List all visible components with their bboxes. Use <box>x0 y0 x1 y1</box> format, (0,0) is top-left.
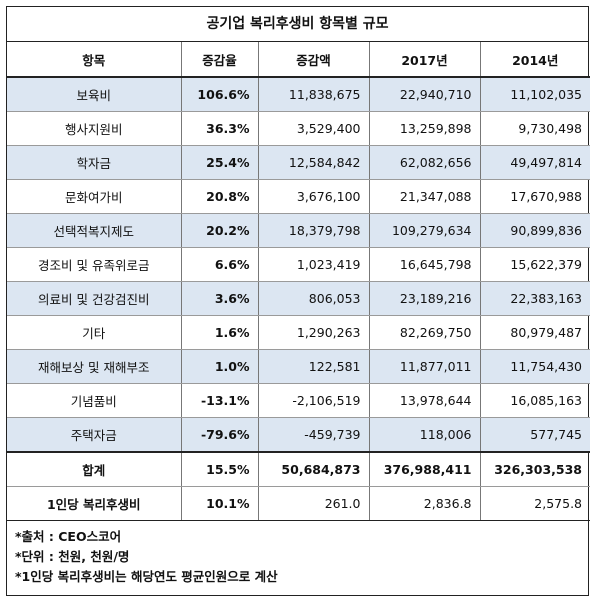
row-2017: 62,082,656 <box>368 145 480 180</box>
row-change: -2,106,519 <box>257 383 369 418</box>
row-rate: 1.0% <box>180 349 258 384</box>
row-change: 11,838,675 <box>257 77 369 112</box>
table-row: 학자금 25.4% 12,584,842 62,082,656 49,497,814 <box>7 145 590 180</box>
row-2014: 577,745 <box>479 417 590 453</box>
table-body: 보육비 106.6% 11,838,675 22,940,710 11,102,035 행… <box>7 77 590 453</box>
row-change: -459,739 <box>257 417 369 453</box>
table-row: 선택적복지제도 20.2% 18,379,798 109,279,634 90,899,… <box>7 213 590 248</box>
table-row: 문화여가비 20.8% 3,676,100 21,347,088 17,670,988 <box>7 179 590 214</box>
row-rate: 6.6% <box>180 247 258 282</box>
row-2014: 22,383,163 <box>479 281 590 316</box>
table-row: 의료비 및 건강검진비 3.6% 806,053 23,189,216 22,383,1… <box>7 281 590 316</box>
row-change: 3,529,400 <box>257 111 369 146</box>
row-item-name: 주택자금 <box>7 417 181 453</box>
total-change: 50,684,873 <box>257 451 369 487</box>
row-item-name: 보육비 <box>7 77 181 112</box>
header-row: 항목 증감율 증감액 2017년 2014년 <box>7 42 590 78</box>
header-rate: 증감율 <box>180 42 258 78</box>
row-2014: 49,497,814 <box>479 145 590 180</box>
row-2017: 23,189,216 <box>368 281 480 316</box>
row-item-name: 학자금 <box>7 145 181 180</box>
total-2017: 376,988,411 <box>368 451 480 487</box>
row-2017: 22,940,710 <box>368 77 480 112</box>
row-2014: 80,979,487 <box>479 315 590 350</box>
header-2017: 2017년 <box>368 42 480 78</box>
header-2014: 2014년 <box>479 42 590 78</box>
per-capita-2017: 2,836.8 <box>368 486 480 521</box>
table-card: 공기업 복리후생비 항목별 규모 항목 증감율 증감액 2017년 2014년 … <box>6 6 590 596</box>
welfare-table: 항목 증감율 증감액 2017년 2014년 보육비 106.6% 11,838,6… <box>7 42 590 521</box>
total-2014: 326,303,538 <box>479 451 590 487</box>
row-2014: 15,622,379 <box>479 247 590 282</box>
total-rate: 15.5% <box>180 451 258 487</box>
row-item-name: 경조비 및 유족위로금 <box>7 247 181 282</box>
row-2017: 109,279,634 <box>368 213 480 248</box>
row-2014: 11,102,035 <box>479 77 590 112</box>
row-item-name: 문화여가비 <box>7 179 181 214</box>
row-change: 1,023,419 <box>257 247 369 282</box>
row-2017: 82,269,750 <box>368 315 480 350</box>
row-2017: 21,347,088 <box>368 179 480 214</box>
row-change: 18,379,798 <box>257 213 369 248</box>
row-rate: 36.3% <box>180 111 258 146</box>
note-per-capita: *1인당 복리후생비는 해당연도 평균인원으로 계산 <box>15 569 278 584</box>
per-capita-rate: 10.1% <box>180 486 258 521</box>
row-change: 12,584,842 <box>257 145 369 180</box>
footnotes: *출처 : CEO스코어 *단위 : 천원, 천원/명 *1인당 복리후생비는 … <box>7 521 588 587</box>
total-label: 합계 <box>7 451 181 487</box>
row-rate: 25.4% <box>180 145 258 180</box>
row-rate: 20.8% <box>180 179 258 214</box>
row-item-name: 기념품비 <box>7 383 181 418</box>
row-item-name: 선택적복지제도 <box>7 213 181 248</box>
row-change: 1,290,263 <box>257 315 369 350</box>
row-item-name: 기타 <box>7 315 181 350</box>
row-rate: -13.1% <box>180 383 258 418</box>
row-item-name: 행사지원비 <box>7 111 181 146</box>
row-2014: 16,085,163 <box>479 383 590 418</box>
row-rate: 20.2% <box>180 213 258 248</box>
table-row: 재해보상 및 재해부조 1.0% 122,581 11,877,011 11,754,4… <box>7 349 590 384</box>
note-unit: *단위 : 천원, 천원/명 <box>15 549 130 564</box>
row-2017: 118,006 <box>368 417 480 453</box>
row-2017: 13,259,898 <box>368 111 480 146</box>
row-2017: 13,978,644 <box>368 383 480 418</box>
row-item-name: 재해보상 및 재해부조 <box>7 349 181 384</box>
row-change: 3,676,100 <box>257 179 369 214</box>
row-2014: 9,730,498 <box>479 111 590 146</box>
row-2017: 11,877,011 <box>368 349 480 384</box>
table-row: 보육비 106.6% 11,838,675 22,940,710 11,102,035 <box>7 77 590 112</box>
row-rate: 1.6% <box>180 315 258 350</box>
per-capita-change: 261.0 <box>257 486 369 521</box>
table-row: 행사지원비 36.3% 3,529,400 13,259,898 9,730,498 <box>7 111 590 146</box>
row-2014: 11,754,430 <box>479 349 590 384</box>
table-title: 공기업 복리후생비 항목별 규모 <box>7 7 588 42</box>
table-row: 주택자금 -79.6% -459,739 118,006 577,745 <box>7 417 590 453</box>
total-row: 합계 15.5% 50,684,873 376,988,411 326,303,… <box>7 451 590 487</box>
row-2014: 17,670,988 <box>479 179 590 214</box>
note-source: *출처 : CEO스코어 <box>15 529 122 544</box>
table-row: 기념품비 -13.1% -2,106,519 13,978,644 16,085,163 <box>7 383 590 418</box>
header-change: 증감액 <box>257 42 369 78</box>
row-item-name: 의료비 및 건강검진비 <box>7 281 181 316</box>
row-rate: 3.6% <box>180 281 258 316</box>
per-capita-2014: 2,575.8 <box>479 486 590 521</box>
row-2017: 16,645,798 <box>368 247 480 282</box>
header-item: 항목 <box>7 42 181 78</box>
row-rate: -79.6% <box>180 417 258 453</box>
row-change: 122,581 <box>257 349 369 384</box>
row-change: 806,053 <box>257 281 369 316</box>
per-capita-row: 1인당 복리후생비 10.1% 261.0 2,836.8 2,575.8 <box>7 486 590 521</box>
table-row: 기타 1.6% 1,290,263 82,269,750 80,979,487 <box>7 315 590 350</box>
per-capita-label: 1인당 복리후생비 <box>7 486 181 521</box>
row-rate: 106.6% <box>180 77 258 112</box>
row-2014: 90,899,836 <box>479 213 590 248</box>
table-row: 경조비 및 유족위로금 6.6% 1,023,419 16,645,798 15,622… <box>7 247 590 282</box>
